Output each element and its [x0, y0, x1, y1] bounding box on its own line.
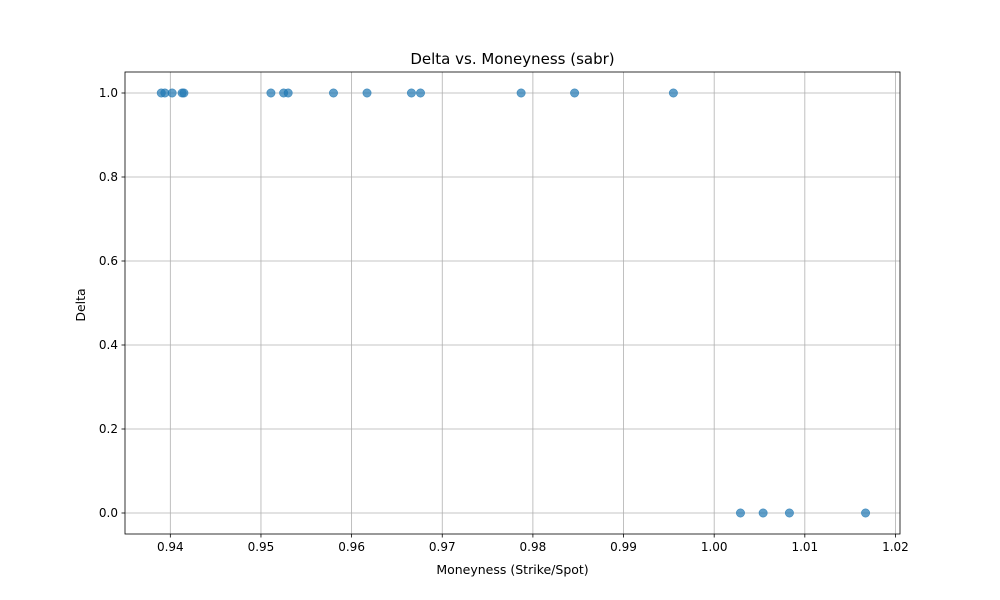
x-tick-label: 1.02: [882, 540, 909, 554]
scatter-point: [861, 508, 871, 518]
scatter-point: [167, 88, 177, 98]
y-tick-label: 0.4: [99, 338, 118, 352]
data-points: [156, 88, 871, 518]
x-tick-label: 1.00: [701, 540, 728, 554]
chart-title: Delta vs. Moneyness (sabr): [410, 50, 614, 68]
scatter-point: [735, 508, 745, 518]
y-tick-label: 0.0: [99, 506, 118, 520]
scatter-point: [328, 88, 338, 98]
scatter-point: [362, 88, 372, 98]
x-tick-label: 0.98: [520, 540, 547, 554]
x-axis-label: Moneyness (Strike/Spot): [436, 562, 588, 577]
grid: [125, 72, 900, 534]
scatter-point: [758, 508, 768, 518]
x-tick-label: 1.01: [791, 540, 818, 554]
x-tick-label: 0.96: [338, 540, 365, 554]
scatter-point: [668, 88, 678, 98]
y-tick-label: 0.8: [99, 170, 118, 184]
scatter-point: [283, 88, 293, 98]
scatter-point: [179, 88, 189, 98]
scatter-point: [406, 88, 416, 98]
x-tick-label: 0.99: [610, 540, 637, 554]
x-tick-label: 0.95: [248, 540, 275, 554]
y-tick-label: 0.6: [99, 254, 118, 268]
y-tick-label: 0.2: [99, 422, 118, 436]
scatter-point: [266, 88, 276, 98]
x-tick-label: 0.97: [429, 540, 456, 554]
plot-frame: [124, 71, 901, 535]
x-tick-label: 0.94: [157, 540, 184, 554]
y-axis-label: Delta: [73, 288, 88, 321]
scatter-point: [415, 88, 425, 98]
scatter-point: [570, 88, 580, 98]
y-tick-label: 1.0: [99, 86, 118, 100]
scatter-point: [784, 508, 794, 518]
axis-ticks: 0.94 0.95 0.96 0.97 0.98 0.99 1.00 1.01 1.02 0.0 0…: [99, 86, 909, 554]
scatter-point: [516, 88, 526, 98]
